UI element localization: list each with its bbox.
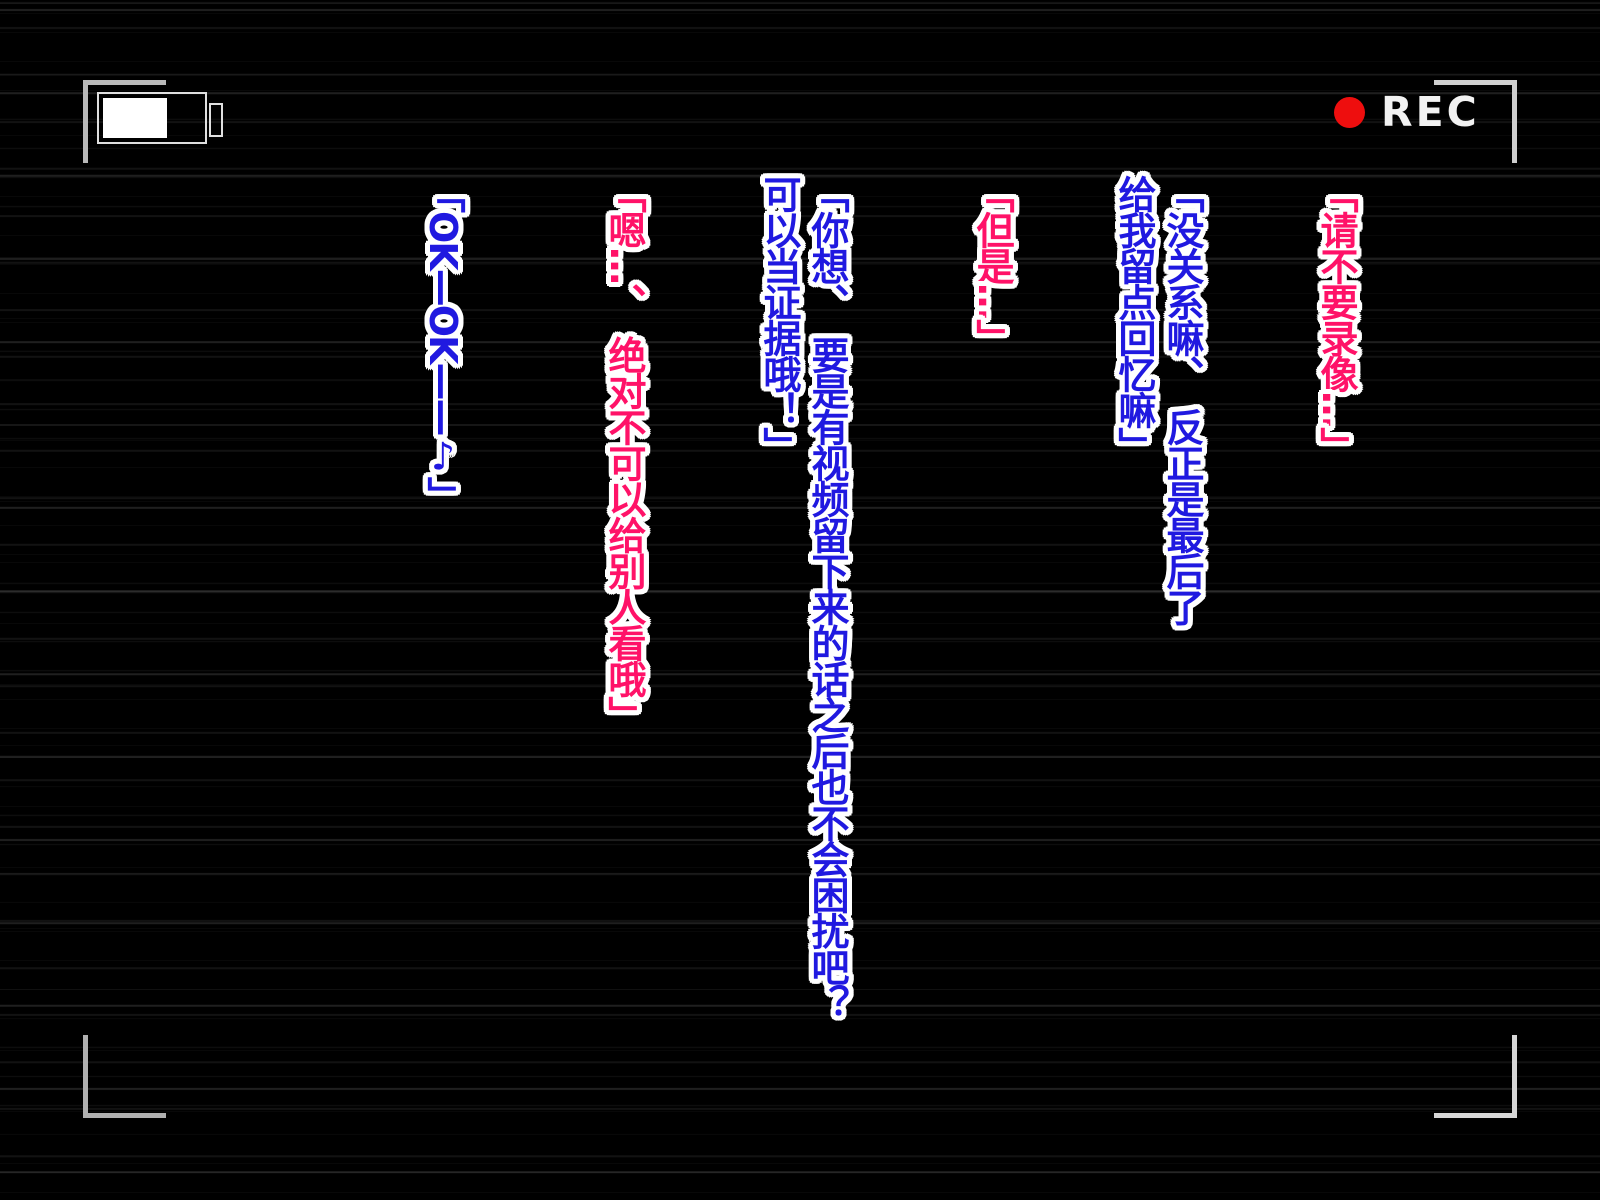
dialogue-text: 可以当证据哦！」 [757, 175, 801, 463]
dialogue-line-6: 「OK—OK——♪」 [419, 175, 467, 513]
battery-icon [97, 92, 223, 144]
dialogue-line-3: 「但是…」 [968, 175, 1016, 355]
dialogue-text: 给我留点回忆嘛」 [1112, 175, 1156, 463]
dialogue-text: 「但是…」 [970, 175, 1014, 355]
dialogue-line-4: 「你想、 要是有视频留下来的话之后也不会困扰吧？ 可以当证据哦！」 [755, 175, 851, 1020]
dialogue-line-1: 「请不要录像…」 [1312, 175, 1360, 463]
battery-fill-level [103, 98, 167, 138]
viewfinder-corner-top-left [83, 80, 166, 163]
rec-dot-icon [1334, 97, 1365, 128]
dialogue-text: 「你想、 要是有视频留下来的话之后也不会困扰吧？ [805, 175, 849, 1020]
dialogue-line-5: 「嗯…、 绝对不可以给别人看哦」 [600, 175, 648, 732]
dialogue-text: 「请不要录像…」 [1314, 175, 1358, 463]
dialogue-text: 「嗯…、 绝对不可以给别人看哦」 [602, 175, 646, 732]
viewfinder-corner-top-right [1434, 80, 1517, 163]
battery-terminal [209, 103, 223, 137]
dialogue-text: 「没关系嘛、 反正是最后了 [1160, 175, 1204, 624]
dialogue-text: 「OK—OK——♪」 [421, 175, 465, 513]
dialogue-line-2: 「没关系嘛、 反正是最后了 给我留点回忆嘛」 [1110, 175, 1206, 624]
rec-indicator: REC [1334, 92, 1480, 133]
viewfinder-corner-bottom-right [1434, 1035, 1517, 1118]
rec-label: REC [1381, 88, 1480, 136]
viewfinder-corner-bottom-left [83, 1035, 166, 1118]
